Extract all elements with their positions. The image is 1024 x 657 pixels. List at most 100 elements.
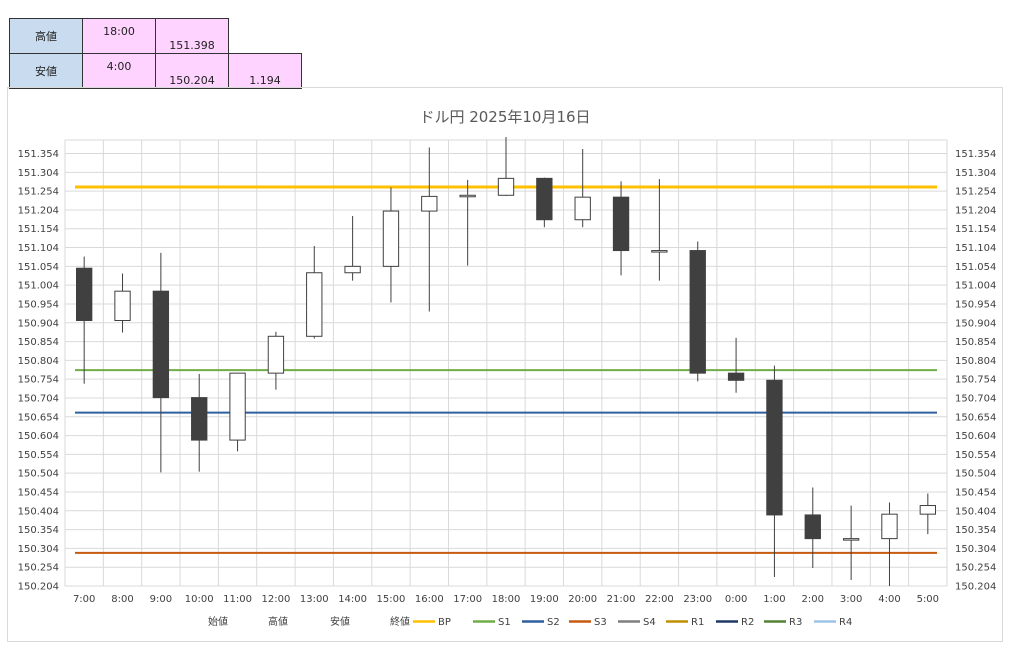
candle-body [306, 272, 323, 337]
x-tick-label: 19:00 [530, 594, 559, 605]
y-tick-label-right: 151.054 [955, 262, 996, 273]
y-tick-label-left: 151.254 [18, 187, 59, 198]
y-tick-label-right: 150.854 [955, 337, 996, 348]
x-tick-label: 9:00 [150, 594, 172, 605]
y-tick-label-right: 150.254 [955, 563, 996, 574]
y-tick-label-left: 151.104 [18, 243, 59, 254]
y-tick-label-right: 150.454 [955, 487, 996, 498]
legend-entry: R4 [839, 617, 852, 628]
y-tick-label-left: 150.504 [18, 469, 59, 480]
candle-body [574, 196, 591, 221]
candle-body [651, 250, 668, 253]
low-value-cell: 150.204 [155, 53, 229, 89]
y-tick-label-left: 150.454 [18, 487, 59, 498]
candle-body [191, 397, 208, 441]
x-tick-label: 18:00 [492, 594, 521, 605]
legend-entry: 始値 [208, 615, 228, 628]
y-tick-label-right: 150.504 [955, 469, 996, 480]
y-tick-label-right: 150.754 [955, 375, 996, 386]
y-tick-label-left: 150.554 [18, 450, 59, 461]
y-tick-label-left: 151.304 [18, 168, 59, 179]
candle-body [229, 372, 246, 441]
candle-body [804, 514, 821, 540]
high-label-cell: 高値 [9, 18, 83, 54]
legend-entry: R1 [691, 617, 704, 628]
candle-body [842, 538, 860, 541]
candle-body [344, 265, 361, 274]
x-tick-label: 8:00 [111, 594, 133, 605]
candle-body [459, 194, 476, 198]
high-value-cell: 151.398 [155, 18, 229, 54]
low-time-cell: 4:00 [82, 53, 156, 89]
low-label-cell: 安値 [9, 53, 83, 89]
range-diff-cell: 1.194 [228, 53, 302, 89]
chart-title: ドル円 2025年10月16日 [419, 108, 590, 126]
x-tick-label: 15:00 [377, 594, 406, 605]
legend-entry: S1 [498, 617, 511, 628]
x-tick-label: 11:00 [223, 594, 252, 605]
x-tick-label: 10:00 [185, 594, 214, 605]
y-tick-label-right: 150.954 [955, 299, 996, 310]
y-tick-label-right: 151.204 [955, 205, 996, 216]
candle-body [152, 290, 170, 399]
y-tick-label-left: 150.304 [18, 544, 59, 555]
y-tick-label-left: 150.654 [18, 412, 59, 423]
y-tick-label-right: 150.354 [955, 525, 996, 536]
candle-body [382, 210, 400, 267]
candle-body [766, 379, 783, 516]
x-tick-label: 16:00 [415, 594, 444, 605]
empty-cell [229, 19, 302, 54]
y-tick-label-right: 150.554 [955, 450, 996, 461]
x-tick-label: 3:00 [840, 594, 862, 605]
summary-row-low: 安値 4:00 150.204 1.194 [9, 53, 302, 89]
x-tick-label: 12:00 [261, 594, 290, 605]
legend-entry: 終値 [390, 615, 410, 628]
candle-body [612, 196, 630, 252]
legend-entry: BP [438, 617, 451, 628]
legend-entry: S2 [547, 617, 560, 628]
candle-body [727, 372, 745, 381]
y-tick-label-left: 150.754 [18, 375, 59, 386]
y-tick-label-right: 151.104 [955, 243, 996, 254]
y-tick-label-right: 150.304 [955, 544, 996, 555]
y-tick-label-right: 150.204 [955, 582, 996, 593]
x-tick-label: 22:00 [645, 594, 674, 605]
y-tick-label-left: 150.604 [18, 431, 59, 442]
y-tick-label-left: 150.204 [18, 582, 59, 593]
y-tick-label-right: 150.404 [955, 506, 996, 517]
x-tick-label: 2:00 [802, 594, 824, 605]
x-tick-label: 13:00 [300, 594, 329, 605]
x-tick-label: 5:00 [917, 594, 939, 605]
y-tick-label-left: 151.204 [18, 205, 59, 216]
legend-entry: 安値 [330, 615, 350, 628]
y-tick-label-right: 150.654 [955, 412, 996, 423]
candle-body [267, 335, 285, 374]
legend-entry: R2 [741, 617, 754, 628]
y-tick-label-left: 151.054 [18, 262, 59, 273]
y-tick-label-right: 151.004 [955, 281, 996, 292]
x-tick-label: 17:00 [453, 594, 482, 605]
x-tick-label: 1:00 [763, 594, 785, 605]
summary-row-high: 高値 18:00 151.398 [9, 18, 302, 54]
x-tick-label: 7:00 [73, 594, 95, 605]
legend-entry: S4 [643, 617, 656, 628]
legend-entry: 高値 [268, 615, 288, 628]
candle-body [76, 267, 93, 322]
y-tick-label-left: 150.854 [18, 337, 59, 348]
candle-body [919, 505, 936, 515]
y-tick-label-left: 151.004 [18, 281, 59, 292]
y-tick-label-right: 151.254 [955, 187, 996, 198]
candlestick-chart-area: ドル円 2025年10月16日 151.354 151.354 151.304 151… [7, 87, 1003, 642]
y-tick-label-right: 150.704 [955, 393, 996, 404]
candle-body [536, 177, 553, 221]
candle-body [497, 177, 515, 196]
x-tick-label: 4:00 [878, 594, 900, 605]
high-time-cell: 18:00 [82, 18, 156, 54]
candlestick-chart: ドル円 2025年10月16日 151.354 151.354 151.304 151… [18, 108, 997, 628]
y-tick-label-left: 150.404 [18, 506, 59, 517]
y-tick-label-right: 151.154 [955, 224, 996, 235]
y-tick-label-right: 151.354 [955, 149, 996, 160]
y-tick-label-left: 150.804 [18, 356, 59, 367]
high-low-summary-table: 高値 18:00 151.398 安値 4:00 150.204 1.194 [9, 18, 302, 89]
x-tick-label: 20:00 [568, 594, 597, 605]
